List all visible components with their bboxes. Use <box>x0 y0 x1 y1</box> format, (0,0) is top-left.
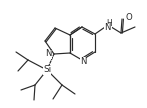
Text: O: O <box>125 14 132 22</box>
Text: H: H <box>106 20 112 29</box>
Text: N: N <box>46 49 52 59</box>
Text: Si: Si <box>43 65 51 75</box>
Text: N: N <box>80 56 86 65</box>
Text: N: N <box>104 24 110 33</box>
